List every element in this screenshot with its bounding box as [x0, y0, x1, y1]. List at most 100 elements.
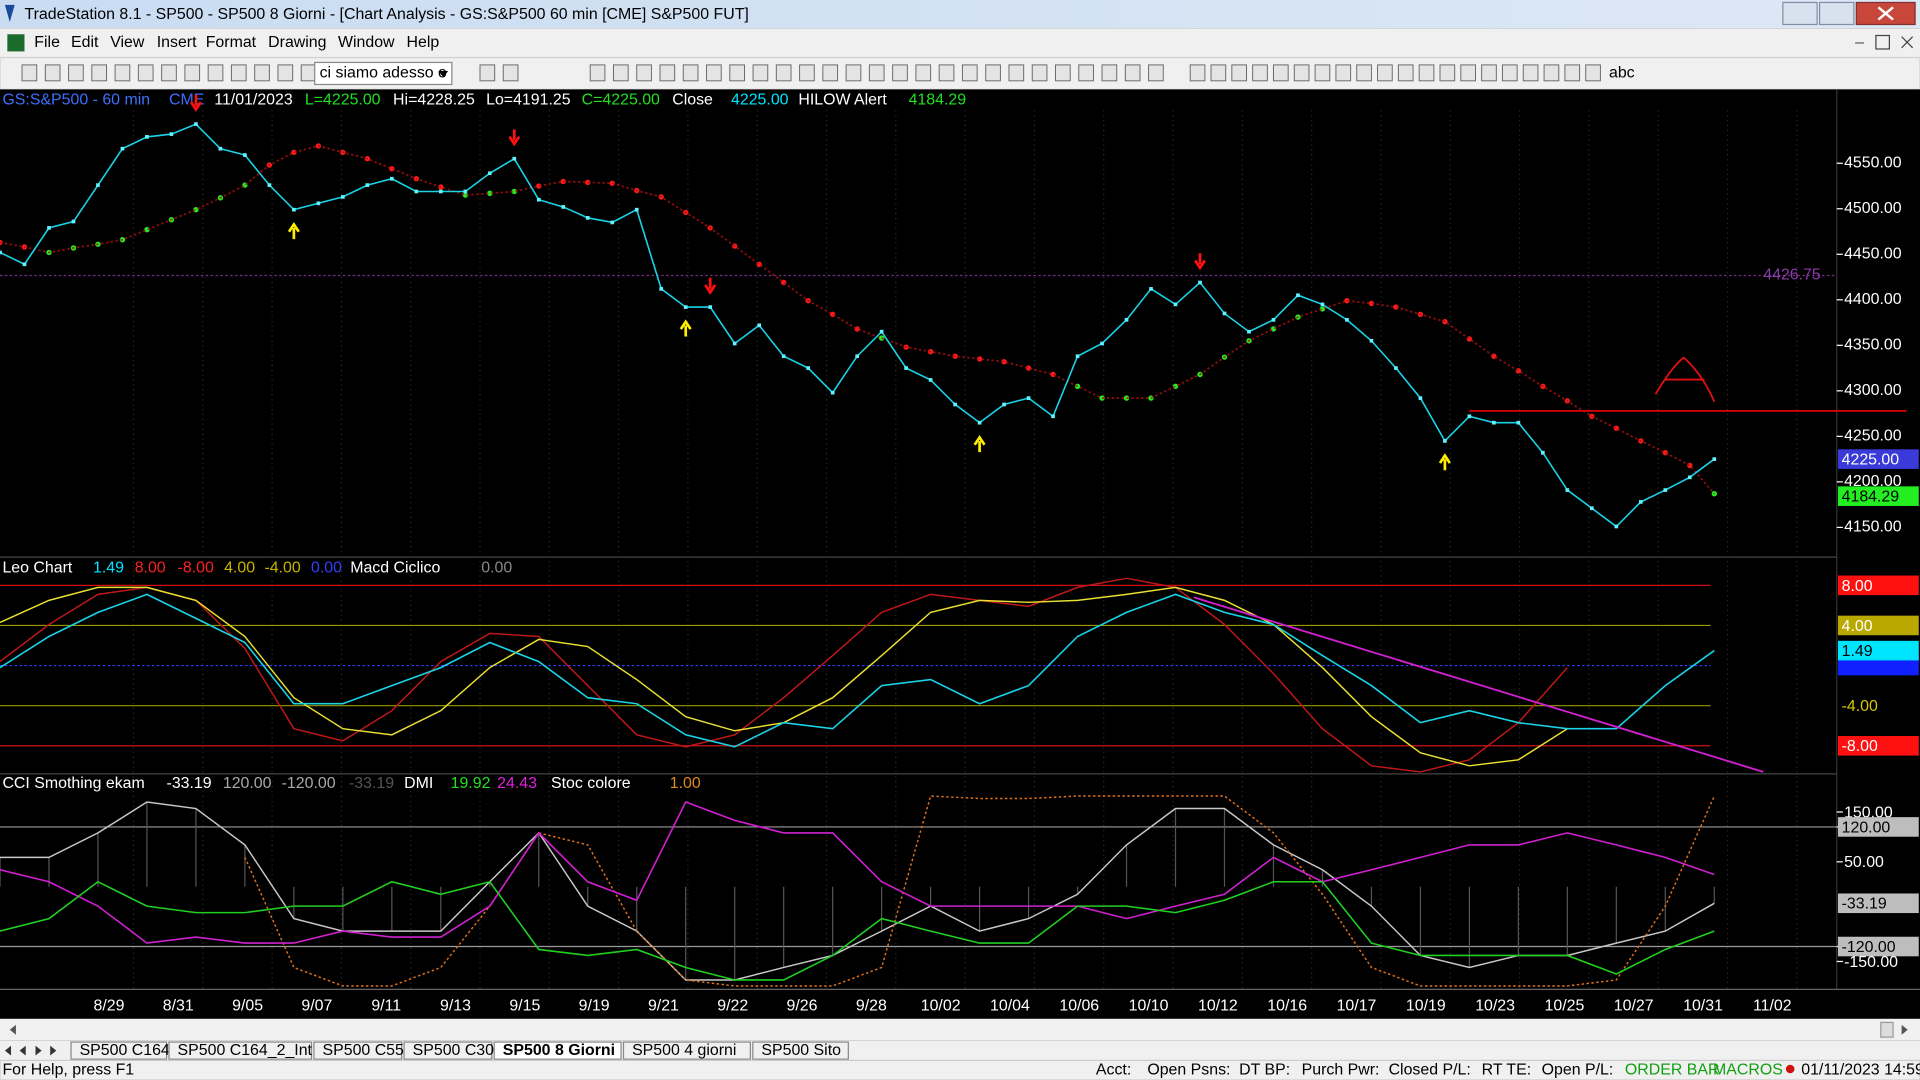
tool-button[interactable] — [68, 64, 84, 82]
tool-button[interactable] — [1335, 64, 1352, 82]
minimize-button[interactable] — [1782, 1, 1818, 26]
menu-item[interactable]: Format — [206, 34, 257, 51]
tool-button[interactable] — [1210, 64, 1227, 82]
tool-button[interactable] — [277, 64, 294, 82]
tool-button[interactable] — [1501, 64, 1518, 82]
tool-button[interactable] — [1439, 64, 1456, 82]
tool-button[interactable] — [1101, 64, 1118, 82]
scroll-thumb[interactable] — [1880, 1021, 1894, 1038]
tool-button[interactable] — [21, 64, 38, 82]
menu-item[interactable]: Edit — [71, 34, 99, 51]
tool-button[interactable] — [961, 64, 978, 82]
tab-label[interactable]: SP500 8 Giorni — [503, 1042, 615, 1059]
tool-button[interactable] — [1148, 64, 1164, 82]
tool-button[interactable] — [1031, 64, 1048, 82]
tool-button[interactable] — [1252, 64, 1268, 82]
tool-button[interactable] — [1272, 64, 1289, 82]
tool-button[interactable] — [1460, 64, 1476, 82]
tool-button[interactable] — [589, 64, 606, 82]
tab[interactable] — [752, 1041, 849, 1060]
date-label: 10/17 — [1337, 998, 1377, 1015]
tab-label[interactable]: SP500 4 giorni — [632, 1042, 736, 1059]
tool-button[interactable] — [799, 64, 815, 82]
tool-button[interactable] — [1418, 64, 1435, 82]
panel-header-text: -120.00 — [282, 775, 336, 792]
tool-button[interactable] — [1231, 64, 1248, 82]
tool-button[interactable] — [254, 64, 270, 82]
mdi-close[interactable] — [1901, 36, 1914, 49]
tab[interactable] — [493, 1041, 622, 1060]
tool-button[interactable] — [1585, 64, 1601, 82]
combo-box[interactable] — [314, 61, 453, 86]
menu-item[interactable]: File — [34, 34, 60, 51]
tool-button[interactable] — [1564, 64, 1581, 82]
tool-button[interactable] — [1008, 64, 1025, 82]
tool-button[interactable] — [1356, 64, 1372, 82]
tool-button[interactable] — [1314, 64, 1331, 82]
close-point — [1100, 341, 1104, 346]
average-dot — [511, 188, 517, 195]
tool-button[interactable] — [938, 64, 955, 82]
tool-button[interactable] — [775, 64, 792, 82]
tab[interactable] — [622, 1041, 751, 1060]
tool-button[interactable] — [207, 64, 224, 82]
tool-button[interactable] — [1124, 64, 1141, 82]
tab-label[interactable]: SP500 C30 — [413, 1042, 495, 1059]
tab-label[interactable]: SP500 C164_2_Int — [178, 1042, 313, 1059]
window-controls — [1782, 1, 1916, 26]
scrollbar[interactable] — [0, 1018, 1920, 1041]
tool-button[interactable] — [682, 64, 699, 82]
tool-button[interactable] — [1377, 64, 1393, 82]
tool-button[interactable] — [300, 64, 317, 82]
tool-button[interactable] — [659, 64, 676, 82]
tool-button[interactable] — [1481, 64, 1497, 82]
tool-button[interactable] — [1522, 64, 1539, 82]
panel-header-text: 11/01/2023 — [214, 92, 293, 109]
tab-label[interactable]: SP500 C55 — [323, 1042, 405, 1059]
tool-button[interactable] — [1055, 64, 1071, 82]
tool-button[interactable] — [868, 64, 885, 82]
tool-button[interactable] — [230, 64, 247, 82]
tool-button[interactable] — [184, 64, 201, 82]
maximize-button[interactable] — [1818, 1, 1855, 26]
text-tool[interactable]: abc — [1609, 65, 1635, 82]
tool-button[interactable] — [1189, 64, 1206, 82]
tool-button[interactable] — [636, 64, 652, 82]
tool-button[interactable] — [752, 64, 769, 82]
tab[interactable] — [168, 1041, 313, 1060]
tool-button[interactable] — [502, 64, 519, 82]
tool-button[interactable] — [892, 64, 908, 82]
tool-button[interactable] — [985, 64, 1001, 82]
tool-button[interactable] — [161, 64, 177, 82]
tool-button[interactable] — [729, 64, 745, 82]
tool-button[interactable] — [137, 64, 154, 82]
menu-item[interactable]: Drawing — [268, 34, 326, 51]
tool-button[interactable] — [915, 64, 932, 82]
tab-label[interactable]: SP500 C164 — [80, 1042, 170, 1059]
tool-button[interactable] — [822, 64, 839, 82]
tool-button[interactable] — [1543, 64, 1560, 82]
close-point — [414, 189, 419, 194]
tool-button[interactable] — [706, 64, 722, 82]
tool-button[interactable] — [44, 64, 61, 82]
tab[interactable] — [403, 1041, 493, 1060]
tab-nav[interactable] — [4, 1045, 57, 1056]
tool-button[interactable] — [612, 64, 629, 82]
tab[interactable] — [313, 1041, 403, 1060]
menu-item[interactable]: Insert — [157, 34, 197, 51]
tool-button[interactable] — [91, 64, 108, 82]
menu-item[interactable]: View — [110, 34, 145, 51]
tool-button[interactable] — [1078, 64, 1094, 82]
menu-item[interactable]: Window — [338, 34, 395, 51]
mdi-minimize[interactable]: – — [1855, 34, 1864, 51]
tab-label[interactable]: SP500 Sito — [761, 1042, 841, 1059]
tool-button[interactable] — [479, 64, 496, 82]
tool-button[interactable] — [845, 64, 862, 82]
tool-button[interactable] — [1293, 64, 1310, 82]
tab[interactable] — [70, 1041, 168, 1060]
mdi-restore[interactable] — [1875, 34, 1890, 50]
tool-button[interactable] — [114, 64, 131, 82]
tool-button[interactable] — [1397, 64, 1414, 82]
menu-item[interactable]: Help — [407, 34, 440, 51]
